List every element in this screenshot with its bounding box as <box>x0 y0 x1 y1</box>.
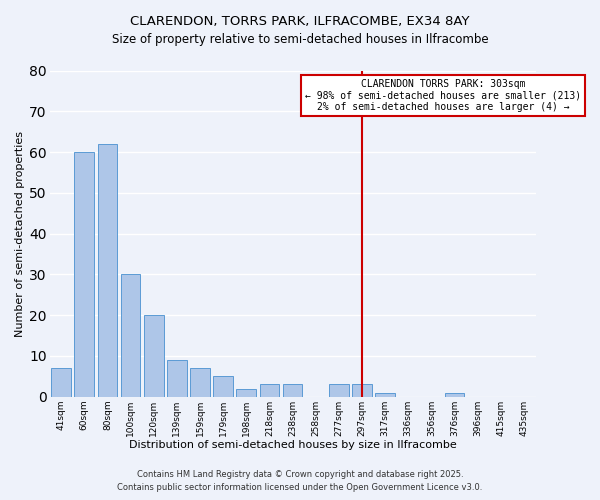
Bar <box>144 315 164 396</box>
Bar <box>352 384 372 396</box>
Text: CLARENDON, TORRS PARK, ILFRACOMBE, EX34 8AY: CLARENDON, TORRS PARK, ILFRACOMBE, EX34 … <box>130 15 470 28</box>
Bar <box>121 274 140 396</box>
Bar <box>74 152 94 396</box>
Bar <box>167 360 187 397</box>
Bar <box>190 368 210 396</box>
Bar <box>445 392 464 396</box>
Bar <box>213 376 233 396</box>
X-axis label: Distribution of semi-detached houses by size in Ilfracombe: Distribution of semi-detached houses by … <box>128 440 457 450</box>
Text: CLARENDON TORRS PARK: 303sqm
← 98% of semi-detached houses are smaller (213)
2% : CLARENDON TORRS PARK: 303sqm ← 98% of se… <box>305 78 581 112</box>
Bar <box>52 368 71 396</box>
Text: Size of property relative to semi-detached houses in Ilfracombe: Size of property relative to semi-detach… <box>112 32 488 46</box>
Bar <box>260 384 279 396</box>
Bar <box>375 392 395 396</box>
Bar <box>236 388 256 396</box>
Bar <box>98 144 117 397</box>
Text: Contains HM Land Registry data © Crown copyright and database right 2025.
Contai: Contains HM Land Registry data © Crown c… <box>118 470 482 492</box>
Bar <box>283 384 302 396</box>
Bar <box>329 384 349 396</box>
Y-axis label: Number of semi-detached properties: Number of semi-detached properties <box>15 130 25 336</box>
